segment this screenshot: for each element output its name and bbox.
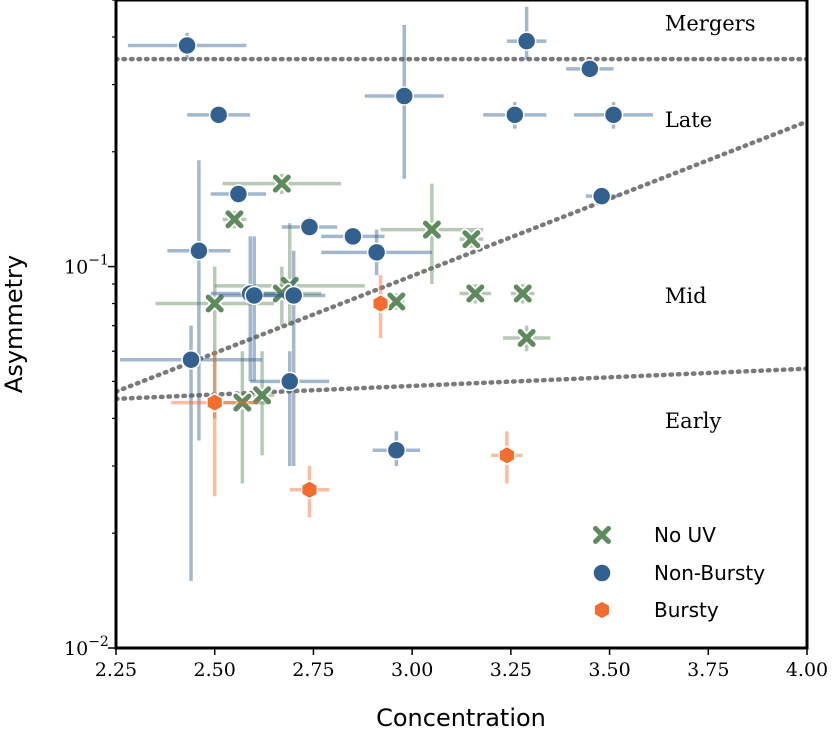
non-bursty-point: [208, 105, 229, 125]
x-tick-label: 3.25: [490, 659, 532, 681]
series-non-bursty: [119, 6, 654, 581]
x-tick-label: 3.50: [588, 659, 630, 681]
non-bursty-point: [279, 371, 300, 392]
non-bursty-point: [177, 35, 197, 56]
x-tick-label: 3.00: [391, 659, 433, 681]
region-label-mid: Mid: [665, 284, 707, 308]
x-axis-label: Concentration: [376, 704, 546, 732]
y-tick-label: 10−2: [64, 634, 109, 660]
legend-label-no-uv: No UV: [654, 523, 716, 547]
plot-frame: [114, 0, 809, 650]
non-bursty-point: [189, 241, 209, 261]
bursty-point: [498, 445, 516, 466]
mid-early-boundary: [116, 366, 807, 402]
series-bursty: [171, 275, 523, 518]
x-tick-label: 2.50: [194, 659, 236, 681]
no-uv-point: [517, 328, 536, 347]
x-tick-label: 4.00: [786, 659, 828, 681]
no-uv-point: [225, 210, 244, 229]
y-tick-base: 10: [64, 257, 88, 279]
no-uv-point: [233, 393, 252, 412]
no-uv-point: [466, 284, 485, 303]
no-uv-point: [513, 284, 532, 303]
non-bursty-point: [244, 285, 264, 306]
x-tick-label: 2.75: [292, 659, 334, 681]
non-bursty-point: [343, 226, 363, 247]
no-uv-point: [462, 230, 481, 249]
legend-label-bursty: Bursty: [654, 598, 719, 622]
bursty-point: [372, 293, 390, 314]
legend-marker-bursty: [593, 600, 611, 620]
non-bursty-point: [505, 105, 525, 125]
region-label-mergers: Mergers: [665, 11, 756, 35]
late-mid-boundary: [116, 119, 807, 394]
non-bursty-point: [366, 242, 387, 263]
y-tick-exponent: −2: [88, 634, 109, 650]
non-bursty-point: [228, 184, 249, 204]
no-uv-point: [272, 174, 291, 193]
non-bursty-point: [516, 31, 537, 51]
non-bursty-point: [283, 285, 304, 306]
no-uv-point: [387, 292, 406, 311]
non-bursty-point: [299, 217, 320, 237]
no-uv-point: [422, 220, 441, 239]
region-label-late: Late: [665, 108, 712, 132]
y-tick-base: 10: [64, 638, 88, 660]
non-bursty-point: [386, 440, 407, 460]
non-bursty-point: [603, 105, 624, 125]
non-bursty-point: [394, 86, 414, 106]
bursty-point: [206, 392, 224, 413]
x-tick-label: 3.75: [687, 659, 729, 681]
y-tick-label: 10−1: [64, 253, 109, 279]
non-bursty-point: [591, 186, 612, 206]
legend-marker-non-bursty: [592, 563, 612, 583]
y-axis-label: Asymmetry: [0, 255, 28, 393]
legend-label-non-bursty: Non-Bursty: [654, 561, 765, 585]
non-bursty-point: [181, 349, 201, 370]
y-tick-exponent: −1: [88, 253, 109, 269]
non-bursty-point: [580, 59, 600, 79]
bursty-point: [300, 479, 319, 500]
no-uv-point: [205, 294, 224, 313]
legend: No UV Non-Bursty Bursty: [591, 523, 765, 622]
no-uv-point: [253, 386, 272, 405]
region-label-early: Early: [665, 409, 722, 433]
legend-marker-no-uv: [593, 526, 611, 544]
x-tick-label: 2.25: [95, 659, 137, 681]
